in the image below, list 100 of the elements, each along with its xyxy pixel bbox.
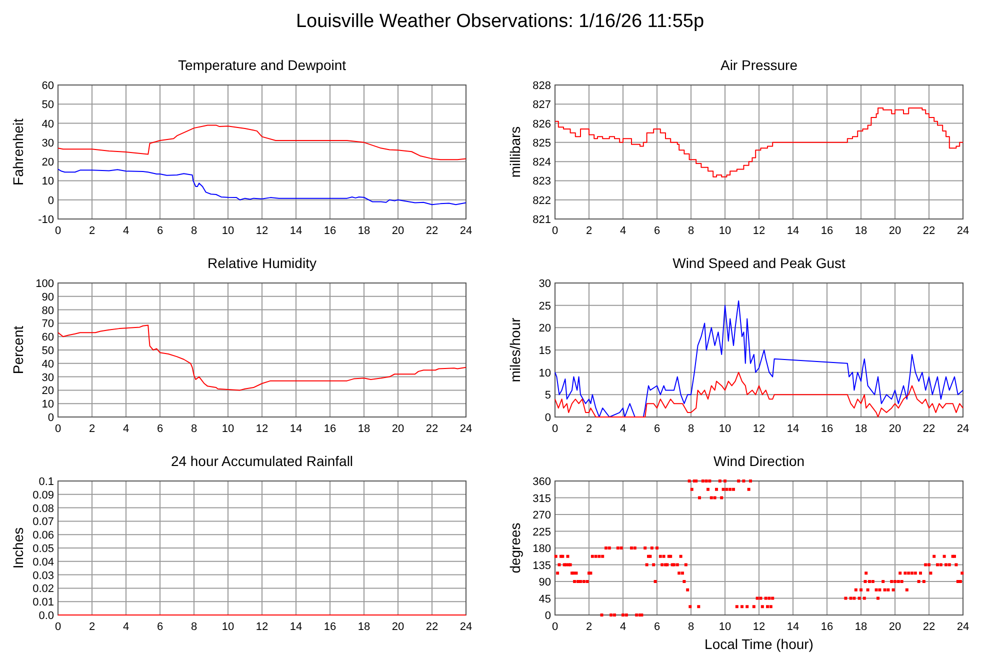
x-tick-label: 24 xyxy=(956,225,970,237)
y-tick-label: 0.09 xyxy=(32,489,54,502)
x-tick-label: 10 xyxy=(718,423,732,435)
x-tick-label: 12 xyxy=(256,423,268,435)
y-axis-title: Fahrenheit xyxy=(10,118,26,186)
x-tick-label: 18 xyxy=(358,621,370,633)
y-tick-label: 0 xyxy=(544,412,551,424)
chart-title: Wind Direction xyxy=(713,453,805,469)
y-tick-label: 30 xyxy=(538,278,551,290)
y-tick-label: 10 xyxy=(42,176,54,188)
x-tick-label: 20 xyxy=(888,621,902,633)
x-tick-label: 16 xyxy=(820,423,834,435)
y-axis-title: Percent xyxy=(10,326,26,374)
y-tick-label: 825 xyxy=(532,137,551,150)
x-tick-label: 24 xyxy=(460,423,472,435)
line-series xyxy=(58,124,466,160)
x-tick-label: 2 xyxy=(88,621,96,633)
y-tick-label: 50 xyxy=(42,99,54,112)
x-tick-label: 10 xyxy=(222,621,234,633)
x-tick-label: 16 xyxy=(324,621,336,633)
x-tick-label: 12 xyxy=(752,621,766,633)
x-tick-label: 6 xyxy=(654,225,660,237)
y-tick-label: 80 xyxy=(42,304,54,317)
x-tick-label: 14 xyxy=(786,423,800,435)
x-tick-label: 18 xyxy=(358,225,370,237)
x-tick-label: 12 xyxy=(256,621,268,633)
x-tick-label: 6 xyxy=(156,423,164,435)
chart-title: Wind Speed and Peak Gust xyxy=(672,255,846,271)
y-tick-label: 50 xyxy=(42,345,54,357)
x-tick-label: 22 xyxy=(922,225,936,237)
y-tick-label: 30 xyxy=(42,372,54,384)
x-tick-label: 14 xyxy=(786,621,800,633)
x-tick-label: 24 xyxy=(956,423,970,435)
x-tick-label: 4 xyxy=(122,225,130,237)
x-tick-label: 18 xyxy=(854,225,868,237)
x-tick-label: 2 xyxy=(88,423,96,435)
y-axis-title: degrees xyxy=(507,522,523,574)
y-tick-label: 823 xyxy=(532,176,551,188)
y-tick-label: 0.05 xyxy=(32,543,54,555)
line-series xyxy=(58,168,466,206)
y-tick-label: 10 xyxy=(538,367,551,380)
y-tick-label: 10 xyxy=(42,398,54,411)
y-tick-label: 821 xyxy=(532,214,551,226)
x-tick-label: 2 xyxy=(586,225,592,237)
line-series xyxy=(58,324,466,391)
y-tick-label: 15 xyxy=(538,345,551,357)
x-tick-label: 16 xyxy=(324,225,336,237)
x-tick-label: 22 xyxy=(922,423,936,435)
x-tick-label: 12 xyxy=(752,225,766,237)
y-tick-label: 824 xyxy=(532,156,551,169)
chart-title: Air Pressure xyxy=(720,57,798,73)
y-tick-label: 5 xyxy=(544,390,551,402)
y-tick-label: 60 xyxy=(42,80,54,92)
x-tick-label: 20 xyxy=(888,423,902,435)
x-tick-label: 24 xyxy=(956,621,970,633)
y-tick-label: 315 xyxy=(532,492,551,505)
x-tick-label: 4 xyxy=(122,423,130,435)
y-tick-label: -10 xyxy=(38,214,54,226)
line-series xyxy=(554,372,964,418)
x-tick-label: 8 xyxy=(190,621,198,633)
y-tick-label: 0.07 xyxy=(32,516,54,528)
x-tick-label: 6 xyxy=(654,621,660,633)
x-tick-label: 10 xyxy=(222,225,234,237)
x-tick-label: 10 xyxy=(222,423,234,435)
x-tick-label: 24 xyxy=(460,621,472,633)
y-tick-label: 20 xyxy=(42,156,54,169)
y-tick-label: 40 xyxy=(42,358,54,370)
chart-title: Temperature and Dewpoint xyxy=(178,57,346,73)
y-axis-title: miles/hour xyxy=(507,317,523,382)
x-tick-label: 22 xyxy=(922,621,936,633)
x-tick-label: 22 xyxy=(426,621,438,633)
x-tick-label: 4 xyxy=(122,621,130,633)
y-tick-label: 826 xyxy=(532,118,551,130)
y-axis-title: Inches xyxy=(10,527,26,569)
x-tick-label: 2 xyxy=(586,423,592,435)
x-tick-label: 18 xyxy=(854,621,868,633)
x-tick-label: 6 xyxy=(156,621,164,633)
y-tick-label: 0.06 xyxy=(32,530,54,542)
y-tick-label: 180 xyxy=(532,543,551,555)
x-tick-label: 2 xyxy=(88,225,96,237)
x-tick-label: 4 xyxy=(620,621,626,633)
y-tick-label: 70 xyxy=(42,318,54,330)
y-tick-label: 0 xyxy=(544,610,551,622)
y-tick-label: 100 xyxy=(36,278,54,290)
y-tick-label: 60 xyxy=(42,332,54,344)
x-tick-label: 8 xyxy=(688,621,694,633)
y-tick-label: 225 xyxy=(532,526,551,538)
x-tick-label: 12 xyxy=(256,225,268,237)
x-tick-label: 16 xyxy=(820,621,834,633)
x-axis-title: Local Time (hour) xyxy=(704,636,814,652)
y-tick-label: 0.03 xyxy=(32,570,54,582)
x-tick-label: 8 xyxy=(688,225,694,237)
x-tick-label: 20 xyxy=(392,225,404,237)
x-tick-label: 2 xyxy=(586,621,592,633)
x-tick-label: 12 xyxy=(752,423,766,435)
y-tick-label: 0 xyxy=(48,194,54,207)
y-tick-label: 0.1 xyxy=(38,476,54,488)
x-tick-label: 4 xyxy=(620,423,626,435)
x-tick-label: 14 xyxy=(290,225,302,237)
x-tick-label: 14 xyxy=(290,423,302,435)
